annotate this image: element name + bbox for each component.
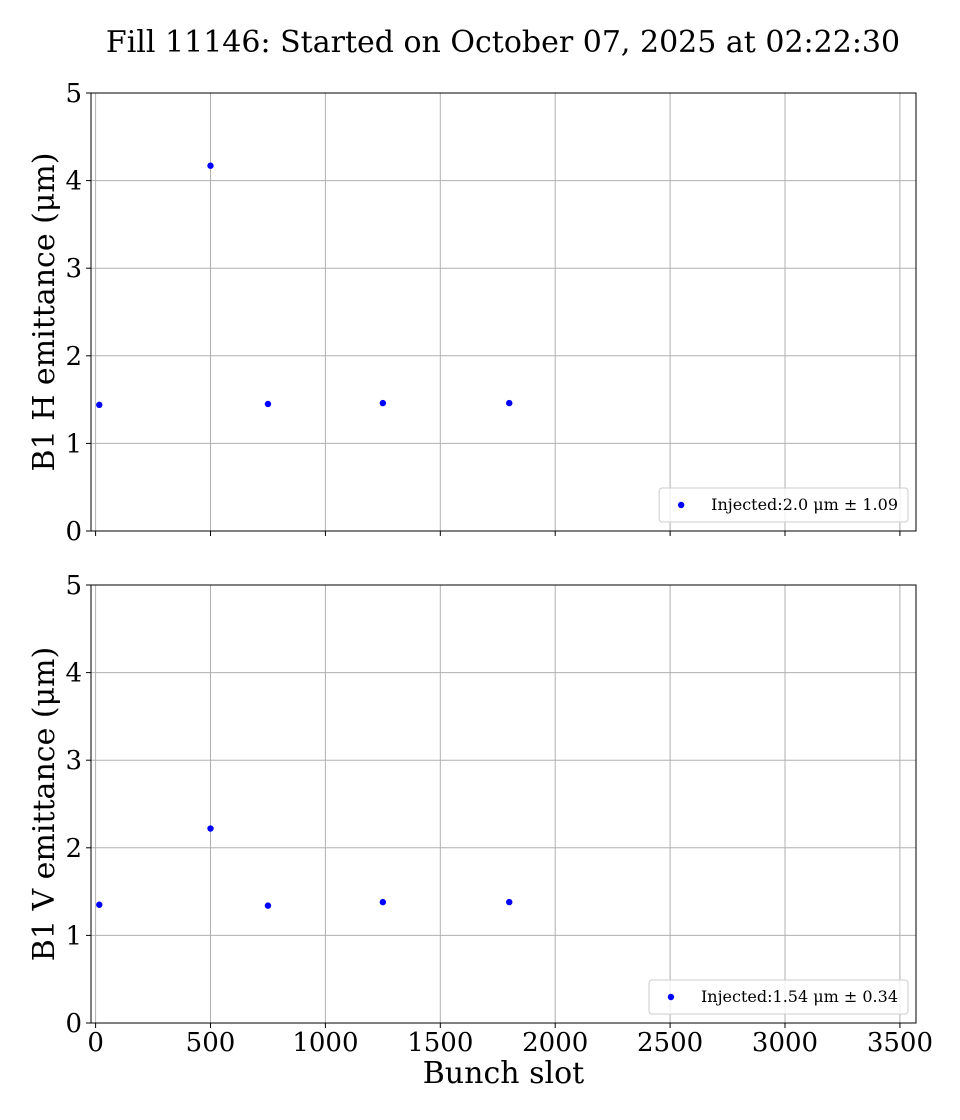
y-tick-label: 5 [65,571,82,601]
data-point [96,401,103,409]
x-tick-label: 1000 [292,1028,358,1058]
data-point [96,901,103,908]
y-tick-label: 5 [65,79,82,109]
x-tick-label: 2500 [637,1028,703,1058]
y-tick-label: 4 [65,659,82,689]
y-tick-label: 0 [65,517,82,547]
axes-frame [90,92,917,532]
data-point [379,399,387,407]
legend-entry-label: Injected:2.0 μm ± 1.09 [711,495,898,514]
y-tick-label: 0 [65,1009,82,1039]
x-tick-label: 0 [87,1028,104,1058]
y-tick-label: 3 [65,254,82,284]
figure-title: Fill 11146: Started on October 07, 2025 … [106,25,900,60]
data-point [207,162,214,169]
plot-panel-2: 0 500 1000 1500 2000 2500 3000 3500 0 1 2 3 4 5 B1 V e… [27,571,933,1091]
legend-marker [667,993,675,1001]
x-tick-label: 1500 [407,1028,473,1058]
axes-frame [90,584,917,1024]
legend-marker [677,501,685,509]
x-tick-label: 3000 [752,1028,818,1058]
legend: Injected:2.0 μm ± 1.09 [658,487,909,523]
x-axis-label: Bunch slot [423,1056,584,1091]
y-axis-label: B1 V emittance (μm) [27,647,62,961]
y-axis-label: B1 H emittance (μm) [27,153,62,472]
y-tick-label: 1 [65,921,82,951]
plot-panel-1: 0 1 2 3 4 5 B1 H emittance (μm) Injected:2.0 μm… [27,79,917,547]
data-point [506,898,513,906]
data-point [379,898,387,906]
legend: Injected:1.54 μm ± 0.34 [648,979,909,1015]
y-tick-label: 1 [65,429,82,459]
y-tick-label: 2 [65,342,82,372]
y-tick-label: 4 [65,167,82,197]
x-tick-label: 2000 [522,1028,588,1058]
data-point [264,400,272,408]
x-tick-label: 500 [186,1028,236,1058]
legend-frame [658,487,909,523]
y-tick-label: 3 [65,746,82,776]
data-point [506,399,513,407]
data-point [264,902,272,909]
y-tick-label: 2 [65,834,82,864]
x-tick-label: 3500 [867,1028,933,1058]
legend-entry-label: Injected:1.54 μm ± 0.34 [701,987,898,1006]
legend-frame [648,979,909,1015]
plots-container: 0 1 2 3 4 5 B1 H emittance (μm) Injected:2.0 μm… [27,79,933,1091]
data-point [207,825,214,832]
